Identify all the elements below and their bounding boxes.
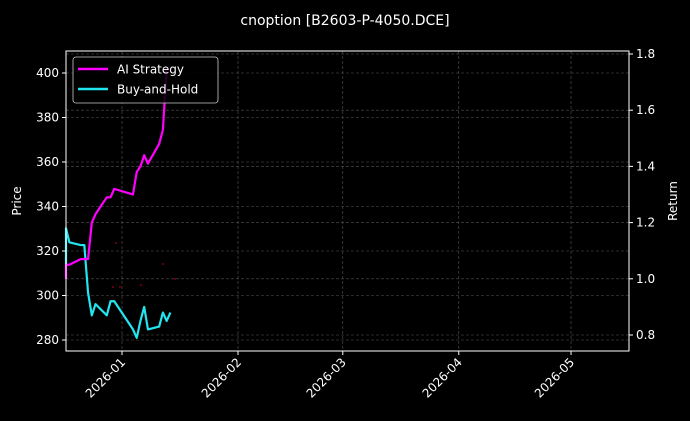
y-tick-label: 380: [36, 111, 59, 125]
y-right-tick-label: 1.8: [636, 47, 655, 61]
y-tick-label: 320: [36, 244, 59, 258]
chart-title: cnoption [B2603-P-4050.DCE]: [240, 13, 449, 29]
legend-label-buy-and-hold: Buy-and-Hold: [117, 83, 198, 97]
y-right-tick-label: 1.0: [636, 272, 655, 286]
legend: AI Strategy Buy-and-Hold: [72, 56, 219, 104]
y-right-tick-label: 1.2: [636, 216, 655, 230]
y-tick-label: 300: [36, 289, 59, 303]
series-ai-strategy: [64, 67, 168, 279]
grid: [66, 51, 629, 351]
y-right-tick-label: 1.6: [636, 103, 655, 117]
series-buy-and-hold: [64, 227, 172, 339]
y-tick-label: 340: [36, 200, 59, 214]
y-tick-label: 280: [36, 333, 59, 347]
y-axis-label: Price: [10, 186, 24, 215]
plot-frame: [65, 50, 630, 352]
y-tick-label: 400: [36, 66, 59, 80]
y-axis-right: 0.8 1.0 1.2 1.4 1.6 1.8: [629, 47, 655, 342]
y-right-tick-label: 0.8: [636, 328, 655, 342]
y-axis-left: 280 300 320 340 360 380 400: [36, 66, 66, 347]
y-right-tick-label: 1.4: [636, 159, 655, 173]
y-axis-right-label: Return: [666, 181, 680, 221]
legend-label-ai-strategy: AI Strategy: [117, 63, 184, 77]
y-tick-label: 360: [36, 155, 59, 169]
